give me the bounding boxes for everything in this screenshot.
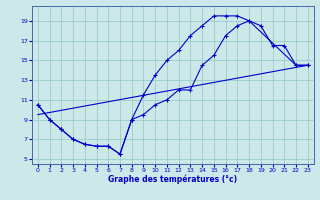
X-axis label: Graphe des températures (°c): Graphe des températures (°c) bbox=[108, 175, 237, 184]
